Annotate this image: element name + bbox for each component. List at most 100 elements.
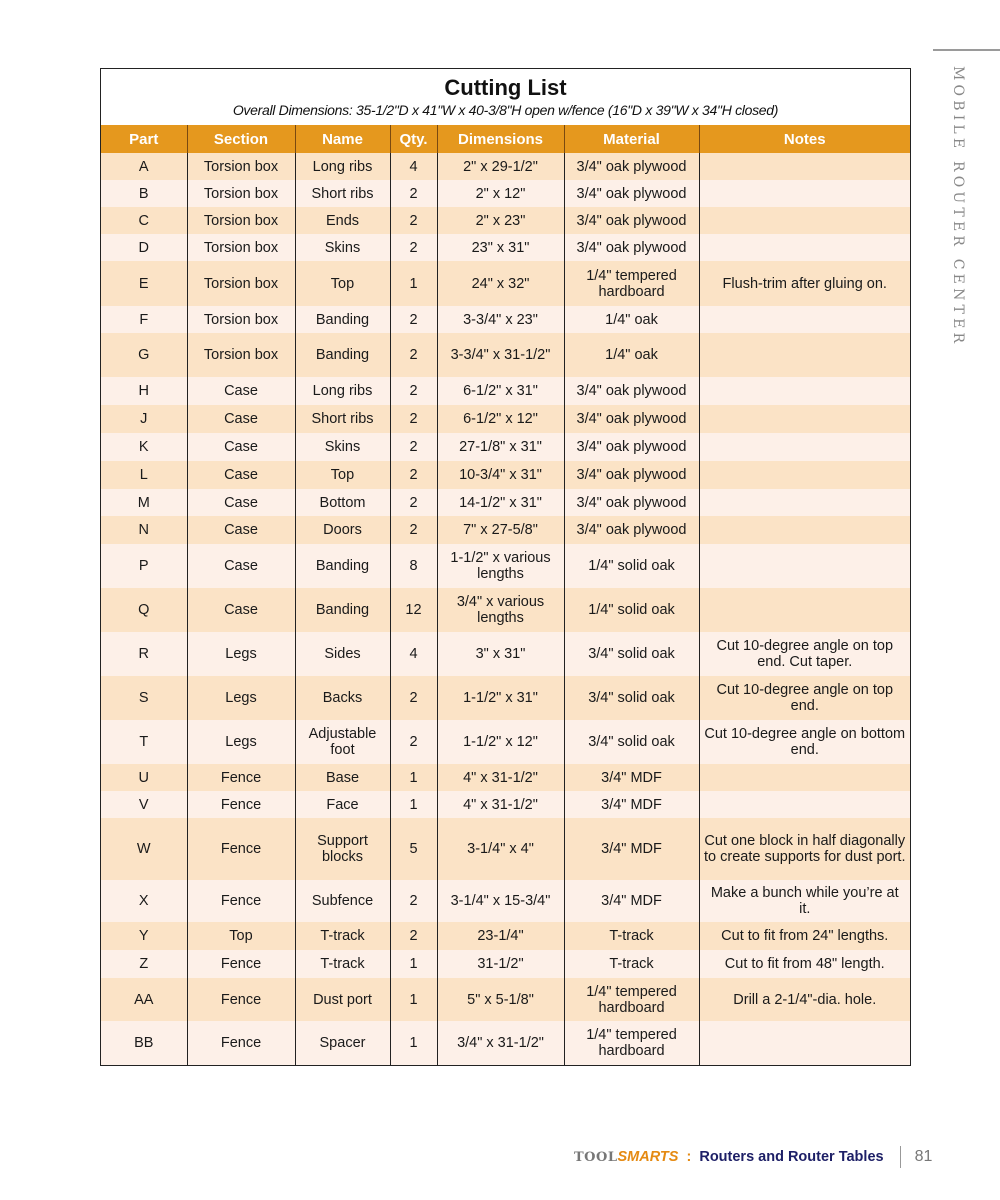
cell-section: Fence xyxy=(186,1021,295,1065)
cell-notes xyxy=(698,377,910,405)
cell-qty: 4 xyxy=(389,153,437,180)
cell-qty: 1 xyxy=(389,764,437,791)
cell-part: E xyxy=(101,261,187,306)
cell-qty: 2 xyxy=(389,922,437,950)
table-row: M Case Bottom 2 14-1/2" x 31" 3/4" oak plywoo… xyxy=(101,489,910,516)
cell-notes: Cut to fit from 48" length. xyxy=(698,950,910,978)
cell-section: Case xyxy=(186,489,295,516)
cell-dimensions: 6-1/2" x 31" xyxy=(436,377,564,405)
page-footer: TOOLSMARTS : Routers and Router Tables 8… xyxy=(574,1146,932,1168)
cell-material: 3/4" solid oak xyxy=(563,632,699,676)
cell-material: 3/4" oak plywood xyxy=(563,433,699,461)
cell-dimensions: 3-3/4" x 23" xyxy=(436,306,564,333)
cutting-list-title: Cutting List xyxy=(444,75,567,100)
cell-qty: 2 xyxy=(389,180,437,207)
cell-qty: 1 xyxy=(389,978,437,1021)
cell-qty: 4 xyxy=(389,632,437,676)
cell-name: Sides xyxy=(294,632,390,676)
cell-notes xyxy=(698,588,910,632)
cell-section: Fence xyxy=(186,818,295,880)
cell-notes xyxy=(698,153,910,180)
cell-qty: 2 xyxy=(389,333,437,377)
cell-part: AA xyxy=(101,978,187,1021)
cell-qty: 5 xyxy=(389,818,437,880)
cell-qty: 2 xyxy=(389,377,437,405)
cell-name: Base xyxy=(294,764,390,791)
cell-material: 3/4" oak plywood xyxy=(563,234,699,261)
footer-divider xyxy=(899,1146,901,1168)
column-header-name: Name xyxy=(294,125,390,153)
cell-qty: 12 xyxy=(389,588,437,632)
cell-name: T-track xyxy=(294,922,390,950)
table-row: Z Fence T-track 1 31-1/2" T-track Cut to fit f… xyxy=(101,950,910,978)
cell-part: F xyxy=(101,306,187,333)
cell-name: Long ribs xyxy=(294,153,390,180)
cell-material: 3/4" MDF xyxy=(563,791,699,818)
cell-section: Case xyxy=(186,405,295,433)
cell-name: Backs xyxy=(294,676,390,720)
table-row: H Case Long ribs 2 6-1/2" x 31" 3/4" oak plyw… xyxy=(101,377,910,405)
side-rule xyxy=(933,49,1000,51)
footer-separator: : xyxy=(686,1148,692,1165)
table-row: Q Case Banding 12 3/4" x various lengths 1/4"… xyxy=(101,588,910,632)
brand-smarts: SMARTS xyxy=(617,1148,679,1165)
cell-section: Torsion box xyxy=(186,261,295,306)
cell-material: 1/4" oak xyxy=(563,306,699,333)
cell-dimensions: 2" x 23" xyxy=(436,207,564,234)
cell-qty: 2 xyxy=(389,676,437,720)
cell-material: 1/4" tempered hardboard xyxy=(563,978,699,1021)
cell-material: 3/4" oak plywood xyxy=(563,461,699,489)
cell-notes xyxy=(698,180,910,207)
cell-part: M xyxy=(101,489,187,516)
cell-section: Case xyxy=(186,516,295,544)
cell-material: 3/4" oak plywood xyxy=(563,153,699,180)
cell-qty: 1 xyxy=(389,950,437,978)
cell-section: Torsion box xyxy=(186,153,295,180)
cell-name: Support blocks xyxy=(294,818,390,880)
cutting-list: Cutting List Overall Dimensions: 35-1/2"… xyxy=(100,68,911,1066)
cell-part: U xyxy=(101,764,187,791)
cell-qty: 1 xyxy=(389,791,437,818)
cell-notes xyxy=(698,544,910,588)
cell-name: Doors xyxy=(294,516,390,544)
cell-name: Dust port xyxy=(294,978,390,1021)
cell-section: Case xyxy=(186,377,295,405)
cell-part: R xyxy=(101,632,187,676)
cell-part: T xyxy=(101,720,187,764)
table-row: G Torsion box Banding 2 3-3/4" x 31-1/2" 1/4"… xyxy=(101,333,910,377)
cell-notes xyxy=(698,764,910,791)
book-title: Routers and Router Tables xyxy=(699,1148,884,1165)
cell-dimensions: 1-1/2" x 12" xyxy=(436,720,564,764)
cell-part: H xyxy=(101,377,187,405)
cell-notes xyxy=(698,405,910,433)
overall-dimensions: Overall Dimensions: 35-1/2"D x 41"W x 40… xyxy=(232,102,779,118)
table-row: E Torsion box Top 1 24" x 32" 1/4" tempered h… xyxy=(101,261,910,306)
cell-qty: 1 xyxy=(389,1021,437,1065)
cell-material: 3/4" oak plywood xyxy=(563,516,699,544)
table-row: D Torsion box Skins 2 23" x 31" 3/4" oak plyw… xyxy=(101,234,910,261)
table-row: L Case Top 2 10-3/4" x 31" 3/4" oak plywood xyxy=(101,461,910,489)
cell-dimensions: 4" x 31-1/2" xyxy=(436,791,564,818)
cell-notes xyxy=(698,516,910,544)
column-header-dimensions: Dimensions xyxy=(436,125,564,153)
cell-notes xyxy=(698,234,910,261)
cell-section: Legs xyxy=(186,632,295,676)
cell-part: P xyxy=(101,544,187,588)
table-row: T Legs Adjustable foot 2 1-1/2" x 12" 3/4" so… xyxy=(101,720,910,764)
table-row: R Legs Sides 4 3" x 31" 3/4" solid oak Cut 10-… xyxy=(101,632,910,676)
table-row: AA Fence Dust port 1 5" x 5-1/8" 1/4" tempere… xyxy=(101,978,910,1021)
cell-material: 1/4" tempered hardboard xyxy=(563,1021,699,1065)
cell-material: 3/4" solid oak xyxy=(563,676,699,720)
cell-material: 3/4" oak plywood xyxy=(563,489,699,516)
cell-section: Legs xyxy=(186,676,295,720)
cell-notes: Cut one block in half diagonally to crea… xyxy=(698,818,910,880)
cell-name: Face xyxy=(294,791,390,818)
cell-part: S xyxy=(101,676,187,720)
table-row: K Case Skins 2 27-1/8" x 31" 3/4" oak plywood xyxy=(101,433,910,461)
cell-notes xyxy=(698,791,910,818)
cell-part: Y xyxy=(101,922,187,950)
cell-material: 3/4" oak plywood xyxy=(563,207,699,234)
cell-section: Torsion box xyxy=(186,234,295,261)
cell-name: Spacer xyxy=(294,1021,390,1065)
table-row: J Case Short ribs 2 6-1/2" x 12" 3/4" oak ply… xyxy=(101,405,910,433)
